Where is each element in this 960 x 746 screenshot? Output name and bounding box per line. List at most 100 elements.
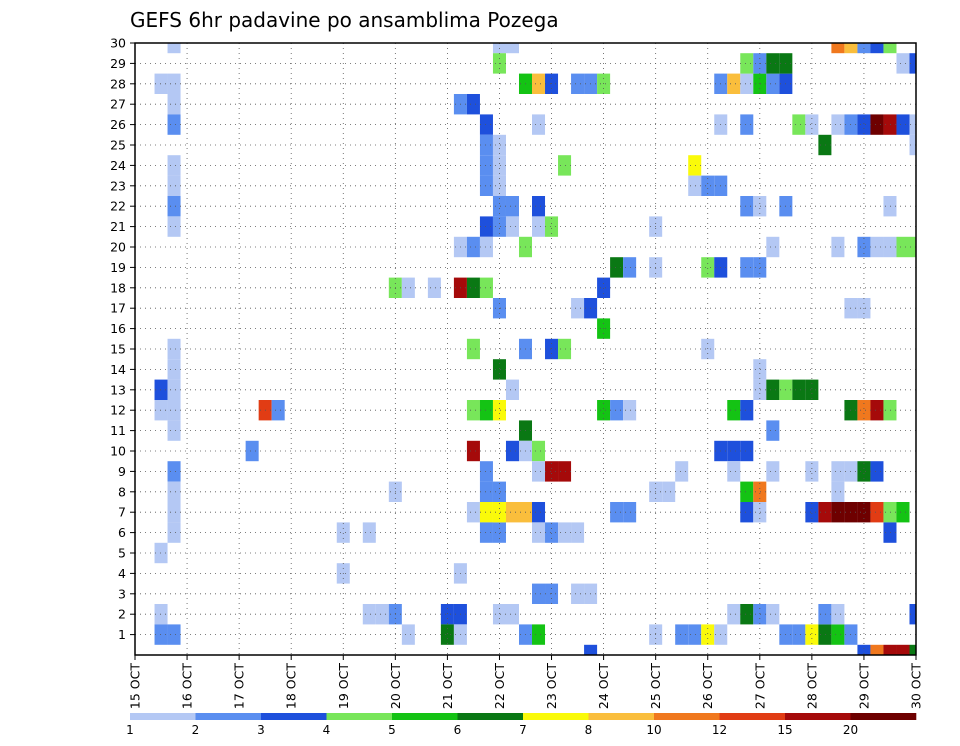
heatmap-cell bbox=[492, 481, 506, 502]
heatmap-cell bbox=[727, 440, 741, 462]
x-tick-label: 16 OCT bbox=[180, 663, 195, 709]
heatmap-cell bbox=[545, 216, 559, 237]
heatmap-cell bbox=[440, 624, 454, 645]
heatmap-cell bbox=[766, 73, 780, 94]
heatmap-cell bbox=[805, 461, 819, 482]
heatmap-cell bbox=[870, 644, 884, 655]
y-tick-label: 13 bbox=[110, 382, 126, 397]
chart-title: GEFS 6hr padavine po ansamblima Pozega bbox=[130, 8, 559, 32]
colorbar-swatch bbox=[523, 713, 589, 720]
heatmap-cell bbox=[623, 400, 637, 421]
y-tick-label: 23 bbox=[110, 178, 126, 193]
heatmap-cell bbox=[766, 420, 780, 441]
x-axis: 15 OCT 16 OCT 17 OCT 18 OCT 19 OCT 20 OCT 21 O… bbox=[128, 655, 924, 709]
heatmap-cell bbox=[167, 624, 181, 645]
heatmap-cell bbox=[154, 624, 168, 645]
x-tick-label: 22 OCT bbox=[492, 663, 507, 709]
heatmap-cell bbox=[857, 114, 871, 135]
y-tick-label: 26 bbox=[110, 117, 126, 132]
colorbar-label: 3 bbox=[257, 723, 265, 737]
heatmap-cell bbox=[167, 359, 181, 380]
grid-lines bbox=[135, 42, 916, 655]
x-tick-label: 17 OCT bbox=[232, 663, 247, 709]
heatmap-cell bbox=[167, 43, 181, 54]
heatmap-cell bbox=[597, 277, 611, 298]
heatmap-cell bbox=[532, 440, 546, 462]
heatmap-cell bbox=[766, 379, 780, 400]
heatmap-cell bbox=[492, 155, 506, 176]
heatmap-cell bbox=[479, 155, 493, 176]
heatmap-cell bbox=[505, 379, 519, 400]
heatmap-cell bbox=[753, 196, 767, 217]
y-axis: 1234567891011121314151617181920212223242… bbox=[110, 36, 135, 642]
heatmap-cell bbox=[753, 257, 767, 278]
colorbar-swatch bbox=[588, 713, 655, 720]
heatmap-cell bbox=[831, 236, 845, 258]
heatmap-cell bbox=[818, 502, 832, 523]
heatmap-cell bbox=[740, 114, 754, 135]
heatmap-cell bbox=[701, 175, 715, 196]
heatmap-cell bbox=[831, 461, 845, 482]
heatmap-cell bbox=[466, 338, 480, 360]
heatmap-cell bbox=[623, 257, 637, 278]
heatmap-cell bbox=[479, 481, 493, 502]
heatmap-cell bbox=[271, 400, 285, 421]
heatmap-cell bbox=[479, 502, 493, 523]
heatmap-cell bbox=[818, 604, 832, 625]
colorbar-label: 10 bbox=[646, 723, 661, 737]
heatmap-cell bbox=[492, 400, 506, 421]
heatmap-cell bbox=[532, 502, 546, 523]
x-tick-label: 24 OCT bbox=[596, 663, 611, 709]
colorbar-swatch bbox=[719, 713, 786, 720]
y-tick-label: 4 bbox=[118, 566, 126, 581]
heatmap-cell bbox=[167, 522, 181, 543]
heatmap-cell bbox=[909, 114, 916, 135]
heatmap-cell bbox=[167, 196, 181, 217]
heatmap-cell bbox=[571, 73, 585, 94]
heatmap-cell bbox=[492, 196, 506, 217]
heatmap-cell bbox=[857, 461, 871, 482]
colorbar-swatch bbox=[195, 713, 262, 720]
heatmap-cell bbox=[167, 175, 181, 196]
heatmap-cell bbox=[909, 134, 916, 156]
heatmap-cell bbox=[558, 155, 572, 176]
x-tick-label: 25 OCT bbox=[648, 663, 663, 709]
heatmap-cell bbox=[167, 73, 181, 94]
heatmap-cell bbox=[844, 43, 858, 54]
heatmap-cell bbox=[818, 134, 832, 156]
heatmap-cell bbox=[831, 502, 845, 523]
heatmap-cell bbox=[167, 420, 181, 441]
y-tick-label: 2 bbox=[118, 607, 126, 622]
heatmap-cell bbox=[532, 73, 546, 94]
heatmap-cell bbox=[909, 236, 916, 258]
heatmap-cell bbox=[245, 440, 259, 462]
heatmap-cell bbox=[688, 624, 702, 645]
heatmap-cell bbox=[167, 461, 181, 482]
heatmap-cell bbox=[479, 522, 493, 543]
x-tick-label: 28 OCT bbox=[804, 663, 819, 709]
y-tick-label: 6 bbox=[118, 525, 126, 540]
y-tick-label: 15 bbox=[110, 342, 126, 357]
heatmap-cell bbox=[532, 196, 546, 217]
heatmap-cell bbox=[558, 522, 572, 543]
heatmap-cell bbox=[545, 461, 559, 482]
heatmap-cell bbox=[909, 604, 916, 625]
heatmap-cell bbox=[610, 502, 624, 523]
heatmap-cell bbox=[753, 379, 767, 400]
heatmap-cell bbox=[466, 400, 480, 421]
heatmap-cell bbox=[753, 359, 767, 380]
heatmap-cell bbox=[336, 522, 350, 543]
heatmap-cell bbox=[909, 53, 916, 74]
heatmap-cell bbox=[545, 522, 559, 543]
heatmap-cell bbox=[766, 604, 780, 625]
heatmap-cell bbox=[440, 604, 454, 625]
colorbar-label: 15 bbox=[777, 723, 792, 737]
heatmap-cell bbox=[167, 114, 181, 135]
heatmap-cell bbox=[857, 236, 871, 258]
heatmap-cell bbox=[154, 542, 168, 564]
colorbar-label: 8 bbox=[585, 723, 593, 737]
colorbar-swatch bbox=[785, 713, 851, 720]
x-tick-label: 29 OCT bbox=[856, 663, 871, 709]
colorbar-label: 5 bbox=[388, 723, 396, 737]
heatmap-cell bbox=[727, 604, 741, 625]
